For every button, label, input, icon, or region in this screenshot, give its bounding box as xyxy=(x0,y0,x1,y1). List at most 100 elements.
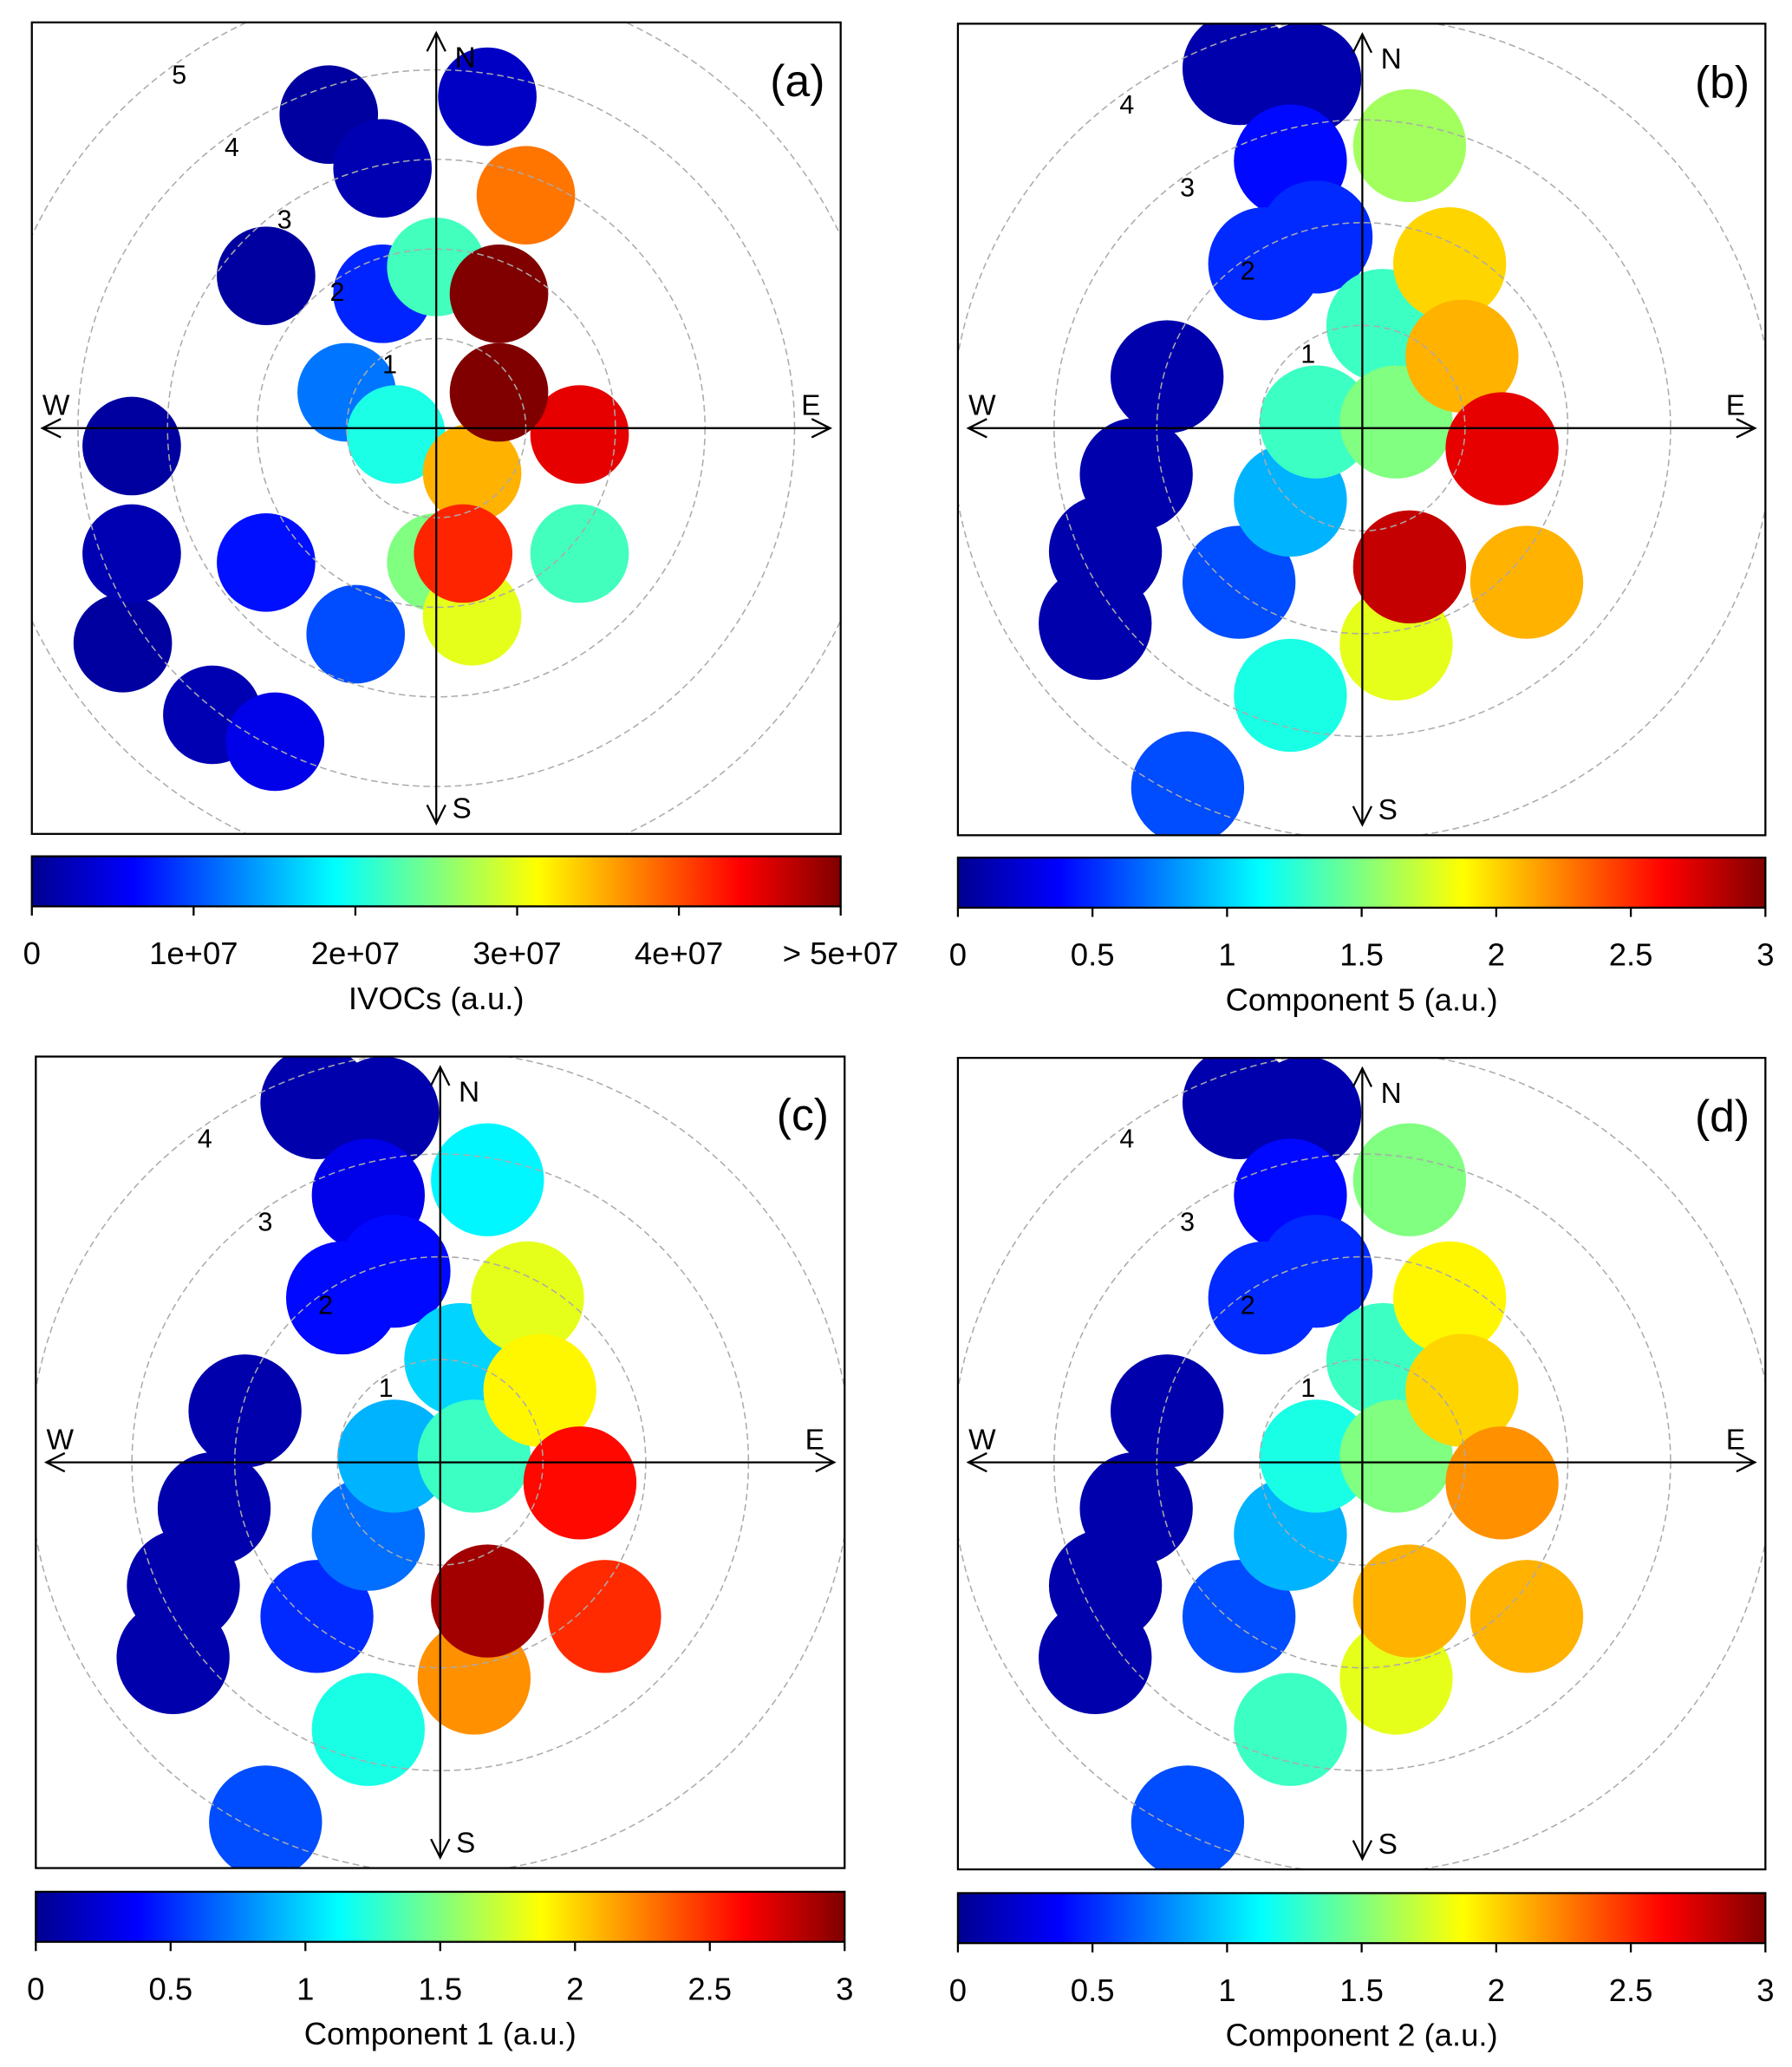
panel-frame xyxy=(35,1055,846,1869)
colorbar-tick-label: > 5e+07 xyxy=(783,936,899,971)
data-point xyxy=(1131,1765,1245,1870)
data-point xyxy=(1111,320,1224,434)
colorbar-tick-label: 0 xyxy=(27,1972,44,2007)
data-point xyxy=(548,1560,661,1673)
colorbar xyxy=(30,855,842,908)
panel-frame xyxy=(956,23,1767,837)
data-point xyxy=(82,504,181,603)
arrow-head xyxy=(426,804,446,826)
data-point xyxy=(73,593,173,693)
arrow-head xyxy=(1736,418,1757,439)
ring-label: 1 xyxy=(1300,339,1315,368)
data-point xyxy=(337,1399,451,1513)
compass-s: S xyxy=(1378,1829,1398,1861)
colorbar-tick-label: 0.5 xyxy=(148,1972,192,2007)
data-point xyxy=(1445,392,1559,505)
data-point xyxy=(523,1426,637,1540)
data-point xyxy=(471,1241,584,1355)
colorbar xyxy=(956,1892,1767,1945)
data-point xyxy=(1182,525,1296,639)
ring-label: 1 xyxy=(382,350,397,380)
data-point xyxy=(414,504,513,603)
data-point xyxy=(1039,1601,1152,1714)
arrow-head xyxy=(966,1451,987,1473)
ring-label: 4 xyxy=(1119,90,1134,120)
data-point xyxy=(449,245,549,343)
data-point xyxy=(1234,638,1347,753)
data-point xyxy=(188,1354,302,1468)
colorbar-tick-label: 3 xyxy=(1756,937,1774,973)
ring-label: 5 xyxy=(172,60,186,89)
compass-w: W xyxy=(968,1424,996,1456)
compass-s: S xyxy=(1378,794,1398,826)
plot-area: 1 2 3 4 xyxy=(957,23,1766,836)
colorbar-tick-label: 0.5 xyxy=(1071,1972,1115,2008)
arrow-head xyxy=(966,418,987,439)
arrow-head xyxy=(1352,805,1373,827)
ring-label: 3 xyxy=(1180,1207,1195,1236)
panel-frame xyxy=(956,1056,1767,1871)
data-point xyxy=(217,512,316,612)
polar-panel-d: 1 2 3 4 N S W E (d) 0 0.5 1 1.5 2 2.5 3 Component 2 (a.u… xyxy=(949,1056,1774,2053)
ring-label: 1 xyxy=(1300,1373,1315,1403)
data-point xyxy=(311,1673,425,1786)
arrow-head xyxy=(1352,1066,1373,1088)
data-point xyxy=(1131,731,1245,836)
arrow-head xyxy=(1352,31,1373,54)
colorbar-tick-label: 0 xyxy=(23,936,41,971)
data-point xyxy=(422,423,522,523)
data-point xyxy=(209,1765,323,1868)
colorbar-tick-label: 1e+07 xyxy=(149,936,238,971)
compass-e: E xyxy=(805,1424,824,1456)
data-point xyxy=(1182,1560,1296,1673)
arrow-head xyxy=(815,1451,837,1473)
arrow-head xyxy=(43,1451,66,1473)
data-point xyxy=(1234,1673,1347,1786)
ring-label: 2 xyxy=(318,1290,333,1320)
compass-n: N xyxy=(454,42,475,74)
data-point xyxy=(1259,1214,1373,1328)
data-point xyxy=(530,385,629,484)
data-point xyxy=(260,1560,374,1673)
panel-label: (b) xyxy=(1695,56,1750,107)
polar-panel-b: 1 2 3 4 N S W E (b) 0 0.5 1 1.5 2 2.5 3 Component 5 (a.u… xyxy=(949,23,1774,1017)
arrow-head xyxy=(811,418,833,439)
plot-area: 1 2 3 4 xyxy=(957,1058,1766,1870)
data-point xyxy=(1111,1354,1224,1468)
compass-w: W xyxy=(46,1424,74,1456)
compass-n: N xyxy=(459,1076,479,1108)
data-point xyxy=(346,385,446,484)
colorbar-tick-label: 2e+07 xyxy=(311,936,400,971)
arrow-head xyxy=(1352,1840,1373,1862)
ring-label: 3 xyxy=(277,205,292,235)
colorbar-tick-label: 4e+07 xyxy=(635,936,723,971)
colorbar-tick-label: 2.5 xyxy=(687,1972,732,2007)
data-point xyxy=(1259,365,1373,479)
colorbar-title: Component 2 (a.u.) xyxy=(1226,2018,1498,2053)
colorbar-tick-label: 2 xyxy=(566,1972,583,2007)
data-point xyxy=(1405,299,1519,414)
data-point xyxy=(431,1544,544,1658)
data-point xyxy=(82,396,181,496)
data-point xyxy=(1469,1560,1584,1673)
colorbar-tick-label: 0.5 xyxy=(1071,937,1115,973)
data-point xyxy=(1352,88,1467,203)
data-point xyxy=(217,226,316,325)
panel-label: (a) xyxy=(770,55,824,106)
arrow-head xyxy=(430,1065,451,1086)
colorbar-tick-label: 0 xyxy=(949,1972,967,2008)
arrow-head xyxy=(430,1838,451,1860)
plot-area: 1 2 3 4 xyxy=(36,1056,845,1868)
data-point xyxy=(431,1123,544,1236)
compass-e: E xyxy=(1726,1424,1745,1456)
data-point xyxy=(337,1214,451,1328)
panel-frame xyxy=(30,21,842,835)
compass-e: E xyxy=(1726,390,1745,422)
data-point xyxy=(476,146,576,245)
colorbar-tick-label: 1.5 xyxy=(1339,937,1384,973)
compass-s: S xyxy=(452,793,471,825)
compass-s: S xyxy=(456,1827,475,1859)
panel-label: (d) xyxy=(1695,1091,1750,1141)
ring-label: 2 xyxy=(1241,1290,1255,1320)
